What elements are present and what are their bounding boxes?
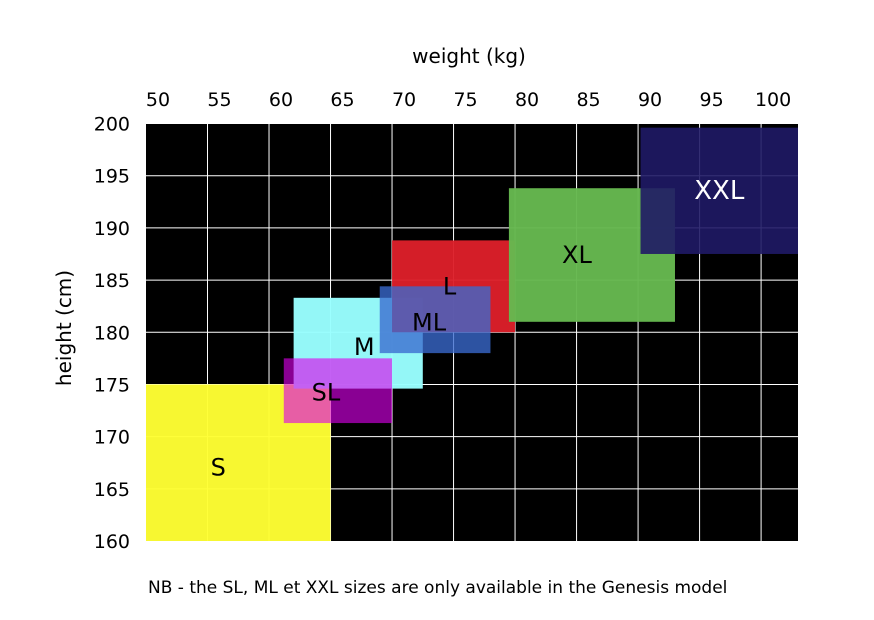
- size-label-xl: XL: [562, 241, 592, 269]
- size-label-s: S: [211, 454, 226, 482]
- size-regions: [146, 127, 798, 541]
- x-tick-label: 50: [146, 89, 170, 111]
- x-tick-labels: 50 55 60 65 70 75 80 85 90 95 100: [146, 89, 791, 111]
- y-axis-title: height (cm): [52, 270, 76, 386]
- x-tick-label: 95: [699, 89, 723, 111]
- y-tick-label: 195: [94, 166, 130, 188]
- x-tick-label: 80: [515, 89, 539, 111]
- y-tick-label: 160: [94, 531, 130, 553]
- x-tick-label: 55: [207, 89, 231, 111]
- footnote: NB - the SL, ML et XXL sizes are only av…: [148, 578, 728, 598]
- size-label-sl: SL: [312, 379, 341, 407]
- y-tick-label: 180: [94, 322, 130, 344]
- size-label-ml: ML: [412, 309, 447, 337]
- y-tick-label: 175: [94, 374, 130, 396]
- x-axis-title: weight (kg): [412, 44, 526, 68]
- x-tick-label: 90: [638, 89, 662, 111]
- y-tick-label: 165: [94, 479, 130, 501]
- size-region-sl: [283, 358, 393, 424]
- x-tick-label: 85: [576, 89, 600, 111]
- size-region-ml: [379, 286, 491, 354]
- size-region-xxl: [640, 127, 798, 254]
- x-tick-label: 60: [269, 89, 293, 111]
- y-tick-label: 170: [94, 427, 130, 449]
- x-tick-label: 65: [330, 89, 354, 111]
- x-tick-label: 75: [453, 89, 477, 111]
- size-label-m: M: [354, 333, 375, 361]
- x-tick-label: 70: [392, 89, 416, 111]
- size-label-l: L: [443, 272, 457, 300]
- y-tick-labels: 200 195 190 185 180 175 170 165 160: [94, 114, 130, 554]
- size-label-xxl: XXL: [694, 176, 745, 206]
- y-tick-label: 185: [94, 270, 130, 292]
- x-tick-label: 100: [755, 89, 791, 111]
- y-tick-label: 190: [94, 218, 130, 240]
- y-tick-label: 200: [94, 114, 130, 136]
